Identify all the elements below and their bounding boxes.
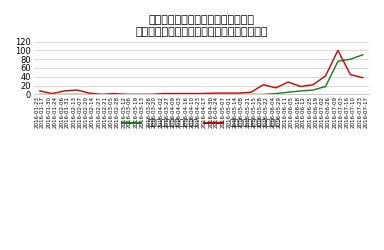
Legend: ヘルスケア大学への流入, スキンケア大学への流入: ヘルスケア大学への流入, スキンケア大学への流入: [119, 115, 283, 130]
Title: スキンケア大学とヘルスケア大学の
「冷房に関するトラブル」の記事の流入推移: スキンケア大学とヘルスケア大学の 「冷房に関するトラブル」の記事の流入推移: [135, 15, 268, 36]
